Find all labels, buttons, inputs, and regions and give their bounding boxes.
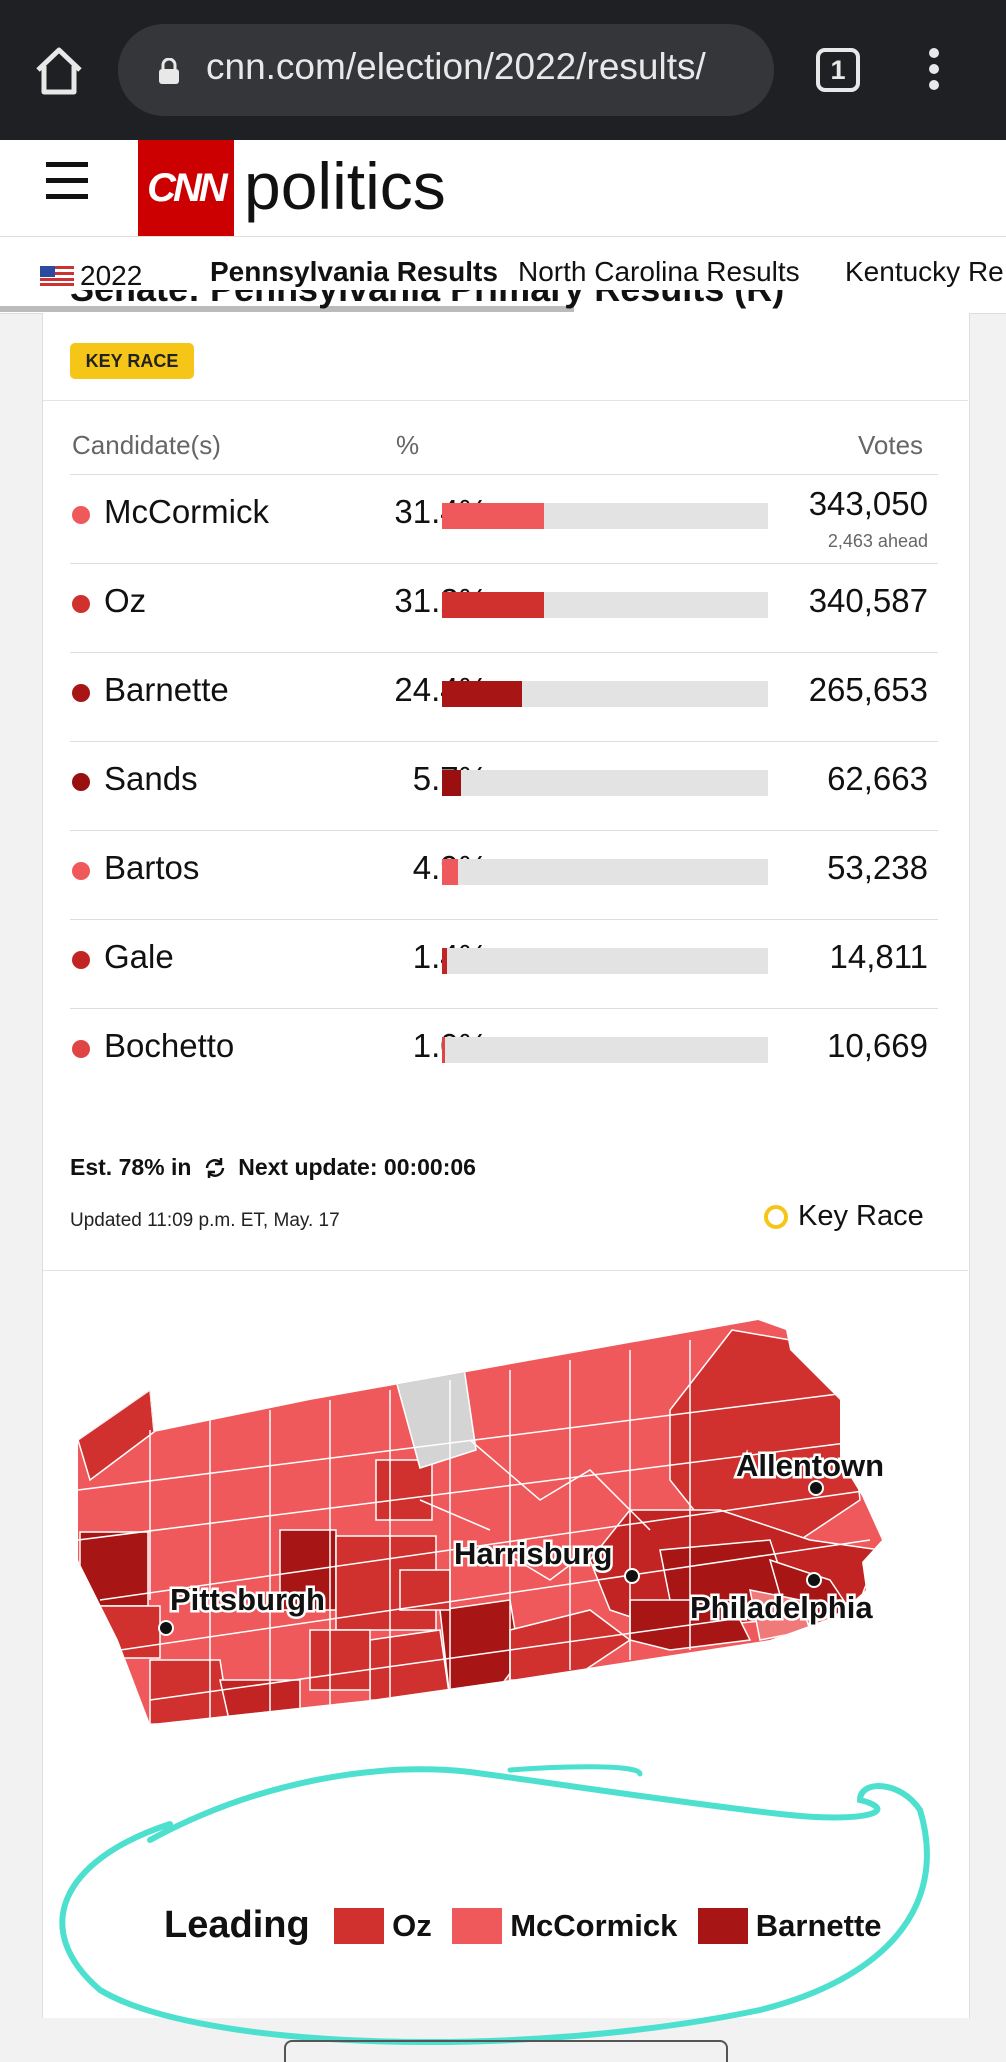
more-vert-icon[interactable] <box>924 48 944 98</box>
candidate-row[interactable]: Sands5.7%62,663 <box>70 741 938 830</box>
candidate-votes: 53,238 <box>827 849 928 886</box>
tab-north-carolina-results[interactable]: North Carolina Results <box>518 256 800 287</box>
tabs-icon[interactable]: 1 <box>816 48 860 92</box>
column-header-pct: % <box>396 430 420 460</box>
candidate-votes: 265,653 <box>808 671 928 708</box>
next-update-text: Next update: 00:00:06 <box>238 1154 476 1180</box>
city-markers <box>158 1480 824 1636</box>
vote-share-bar <box>442 1037 446 1063</box>
vote-share-bar <box>442 681 522 707</box>
vote-share-track <box>442 1037 768 1063</box>
key-race-legend-label: Key Race <box>798 1200 924 1232</box>
candidate-votes: 14,811 <box>829 938 928 975</box>
key-race-legend: Key Race <box>764 1200 924 1233</box>
key-race-badge: KEY RACE <box>70 343 194 379</box>
vote-share-track <box>442 681 768 707</box>
column-header-votes: Votes <box>858 430 924 460</box>
candidate-row[interactable]: Barnette24.4%265,653 <box>70 652 938 741</box>
vote-share-track <box>442 859 768 885</box>
candidate-row[interactable]: Bartos4.9%53,238 <box>70 830 938 919</box>
legend-label-oz: Oz <box>392 1907 432 1943</box>
vote-share-bar <box>442 592 544 618</box>
updated-timestamp: Updated 11:09 p.m. ET, May. 17 <box>70 1210 340 1231</box>
candidate-color-dot <box>72 773 90 791</box>
candidate-color-dot <box>72 862 90 880</box>
home-icon[interactable] <box>34 42 84 98</box>
url-text[interactable]: cnn.com/election/2022/results/ <box>206 46 706 87</box>
city-label-harrisburg: Harrisburg <box>454 1536 612 1571</box>
race-title: Senate: Pennsylvania Primary Results (R) <box>70 290 784 332</box>
estimate-text: Est. 78% in <box>70 1154 192 1180</box>
candidate-name: Barnette <box>104 671 229 708</box>
section-title[interactable]: politics <box>244 149 446 223</box>
tab-pennsylvania-results[interactable]: Pennsylvania Results <box>210 256 498 287</box>
city-label-philadelphia: Philadelphia <box>690 1590 873 1625</box>
candidate-votes: 10,669 <box>827 1027 928 1064</box>
legend-swatch-mccormick <box>452 1907 503 1944</box>
estimate-status: Est. 78% in Next update: 00:00:06 <box>70 1154 476 1181</box>
candidate-name: Sands <box>104 760 198 797</box>
refresh-icon[interactable] <box>202 1155 228 1181</box>
load-more-button[interactable] <box>284 2040 728 2062</box>
us-flag-icon <box>40 266 74 286</box>
candidate-color-dot <box>72 684 90 702</box>
key-race-ring-icon <box>764 1205 788 1230</box>
candidate-color-dot <box>72 951 90 969</box>
hamburger-icon[interactable] <box>46 162 88 206</box>
legend-label-barnette: Barnette <box>755 1907 882 1943</box>
candidate-name: Oz <box>104 582 147 619</box>
tab-kentucky-results[interactable]: Kentucky Re <box>845 256 1004 287</box>
pennsylvania-county-map[interactable]: Allentown Harrisburg Pittsburgh Philadel… <box>70 1300 950 1860</box>
legend-title: Leading <box>164 1904 310 1946</box>
candidate-row[interactable]: Oz31.2%340,587 <box>70 563 938 652</box>
candidate-votes: 343,050 <box>808 485 928 522</box>
candidate-color-dot <box>72 1040 90 1058</box>
candidate-name: Gale <box>104 938 174 975</box>
candidate-name: McCormick <box>104 493 269 530</box>
candidate-color-dot <box>72 506 90 524</box>
lead-margin: 2,463 ahead <box>827 531 928 551</box>
candidate-votes: 62,663 <box>827 760 928 797</box>
candidate-votes: 340,587 <box>808 582 928 619</box>
vote-share-bar <box>442 859 458 885</box>
candidate-name: Bartos <box>104 849 200 886</box>
column-header-candidate: Candidate(s) <box>72 430 221 460</box>
vote-share-track <box>442 503 768 529</box>
vote-share-bar <box>442 770 461 796</box>
vote-share-track <box>442 948 768 974</box>
vote-share-track <box>442 770 768 796</box>
lock-icon <box>156 57 182 84</box>
map-legend: Leading Oz McCormick Barnette <box>164 1904 898 1947</box>
vote-share-bar <box>442 948 447 974</box>
cnn-logo[interactable]: CNN <box>138 140 234 236</box>
subnav-scroll-indicator <box>0 306 574 312</box>
vote-share-track <box>442 592 768 618</box>
legend-swatch-barnette <box>697 1907 748 1944</box>
candidate-name: Bochetto <box>104 1027 235 1064</box>
address-bar[interactable] <box>118 24 774 116</box>
city-label-pittsburgh: Pittsburgh <box>170 1582 325 1617</box>
divider <box>42 1270 968 1271</box>
city-label-allentown: Allentown <box>736 1448 884 1483</box>
divider <box>42 400 968 401</box>
legend-label-mccormick: McCormick <box>510 1907 678 1943</box>
legend-swatch-oz <box>334 1907 385 1944</box>
candidate-color-dot <box>72 595 90 613</box>
vote-share-bar <box>442 503 545 529</box>
year-selector[interactable]: 2022 <box>80 260 143 291</box>
